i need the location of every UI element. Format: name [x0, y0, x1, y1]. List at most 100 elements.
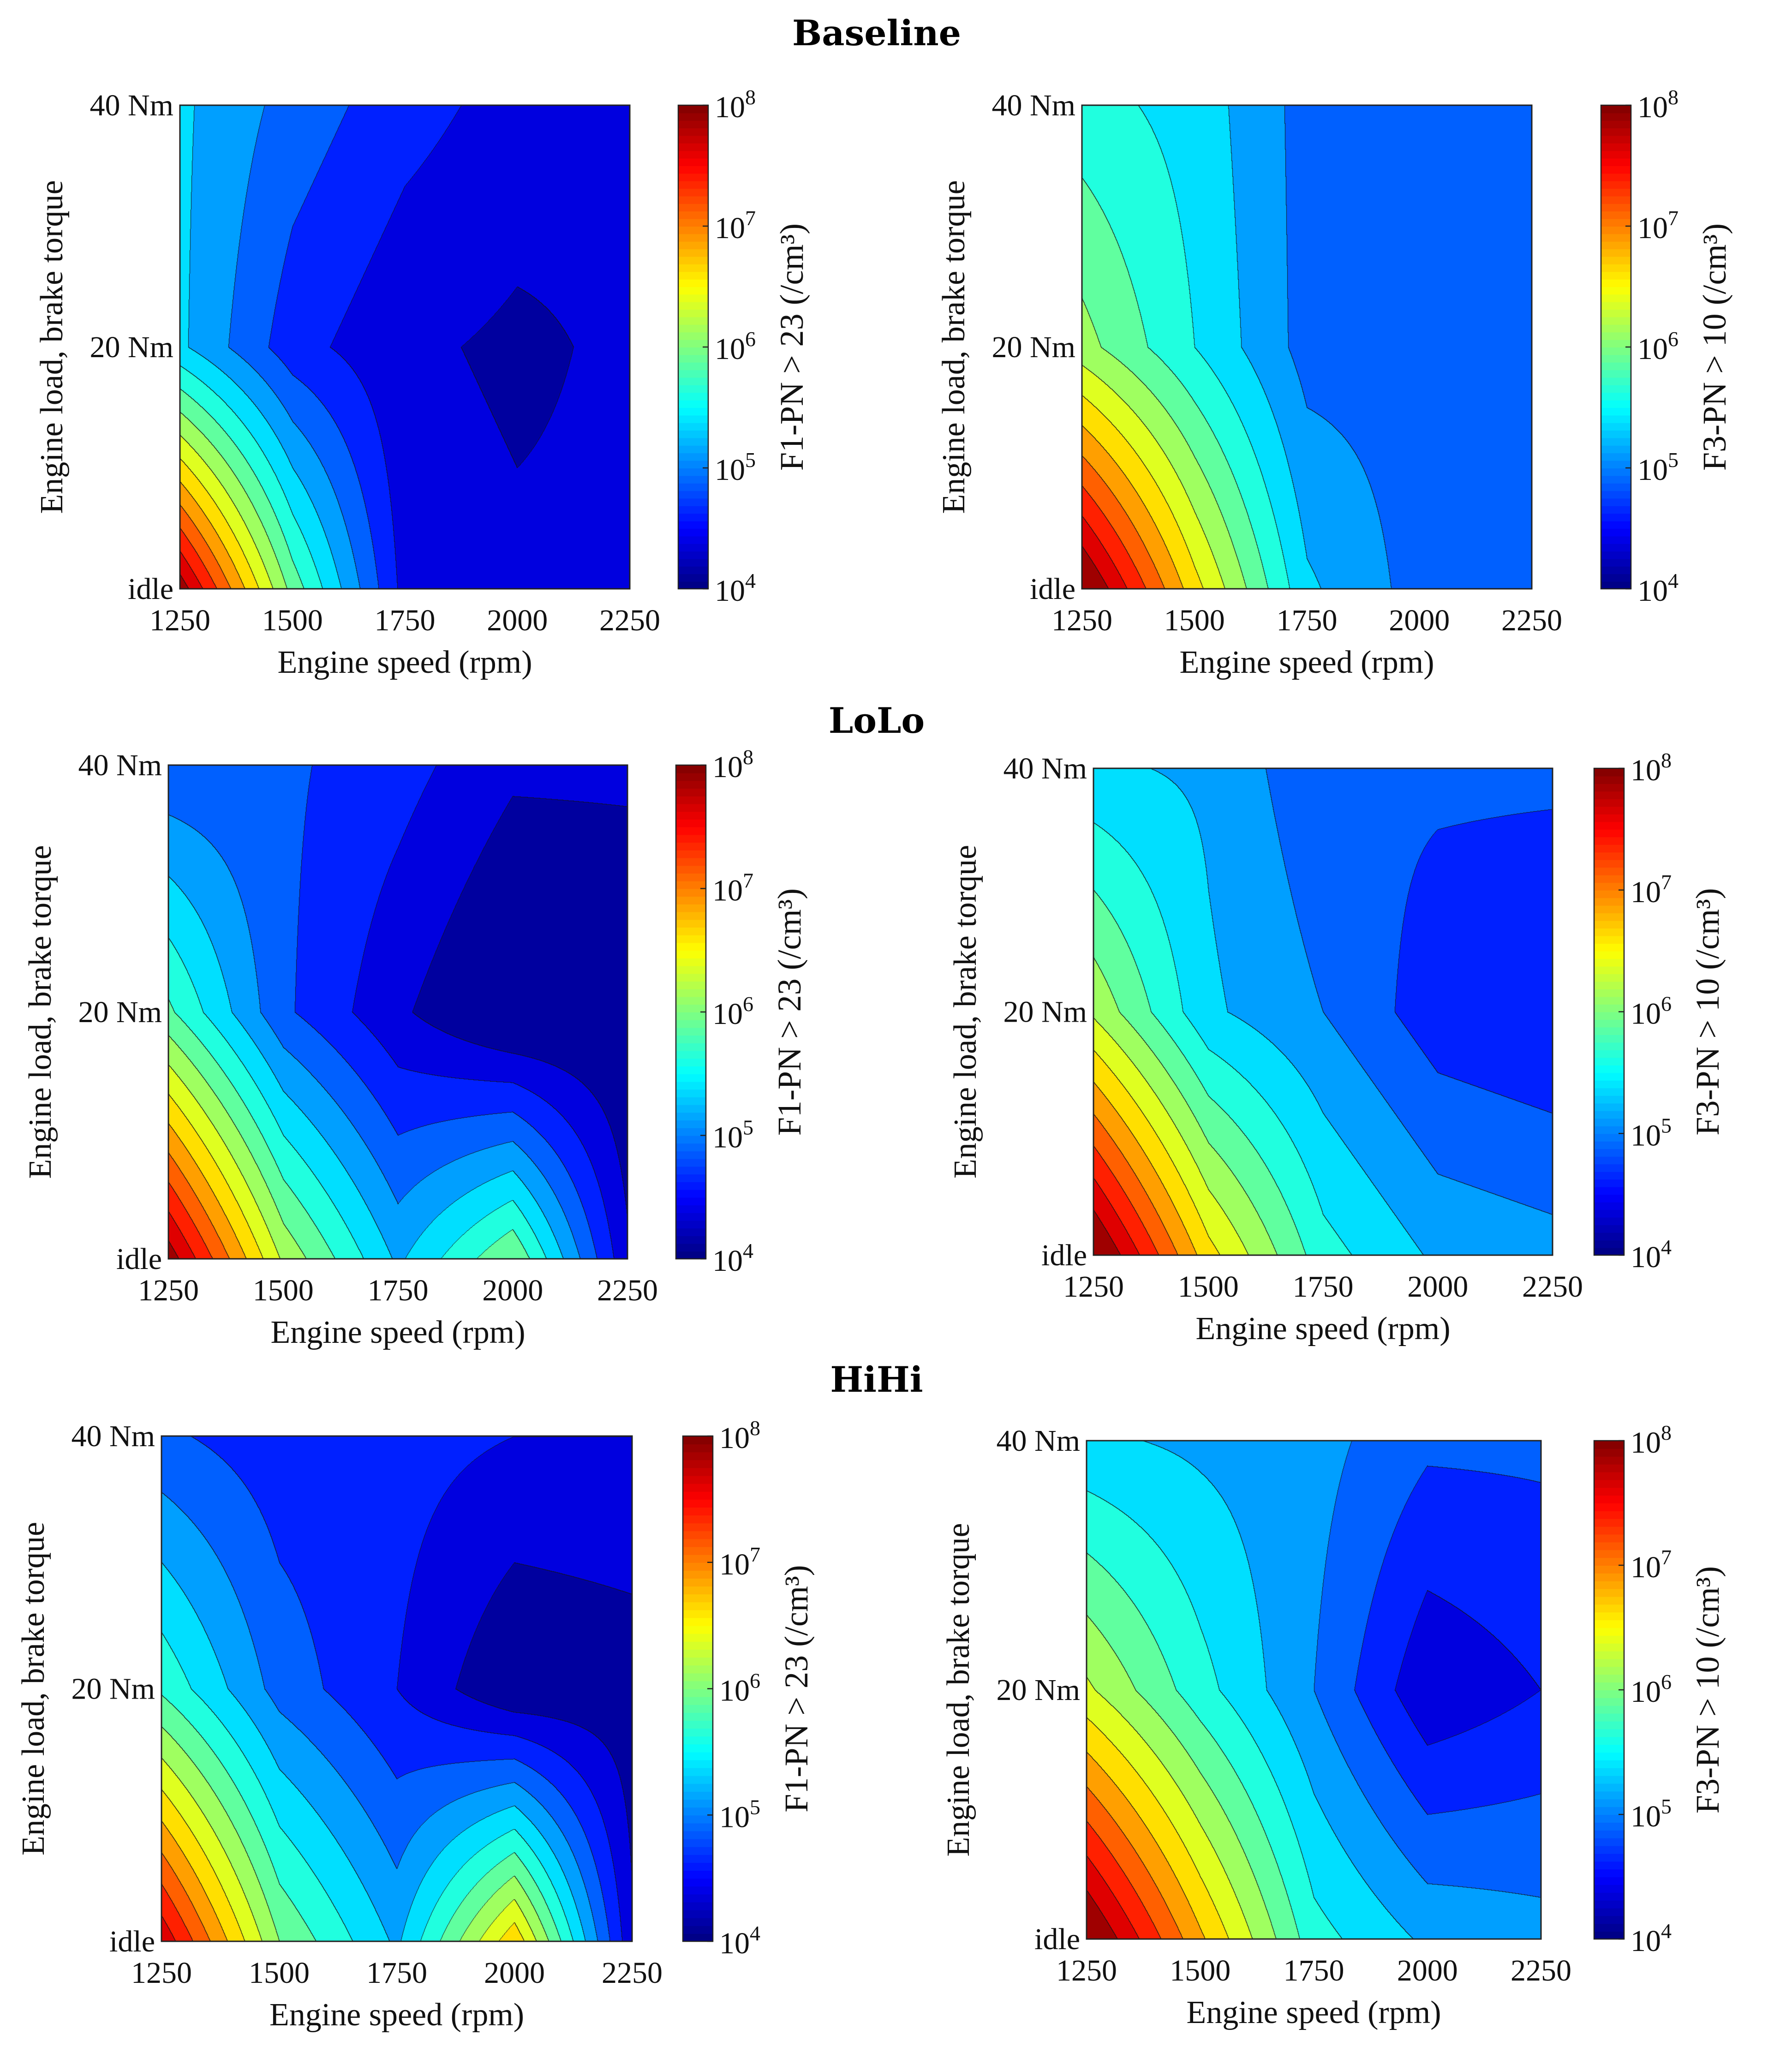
colorbar-tick-label: 105: [712, 1116, 753, 1155]
x-tick-label: 1500: [1164, 604, 1225, 637]
colorbar: 104 105 106 107 108 F1-PN > 23 (/cm³): [675, 745, 808, 1278]
contour-fill: [1082, 105, 1532, 589]
y-tick-label: 20 Nm: [1004, 995, 1087, 1029]
y-tick-label: 40 Nm: [997, 1424, 1081, 1458]
colorbar: 104 105 106 107 108 F1-PN > 23 (/cm³): [682, 1416, 815, 1960]
colorbar: 104 105 106 107 108 F3-PN > 10 (/cm³): [1593, 748, 1726, 1274]
x-tick-label: 2000: [1389, 604, 1450, 637]
colorbar-tick-label: 104: [1637, 569, 1679, 608]
x-tick-label: 1250: [1056, 1954, 1117, 1987]
y-axis-label: Engine load, brake torque: [948, 845, 983, 1179]
x-axis-label: Engine speed (rpm): [1195, 1311, 1450, 1347]
colorbar-tick-label: 104: [1631, 1235, 1672, 1274]
panel-1: 1250 1500 1750 2000 2250 idle 20 Nm 40 Nm Engine…: [34, 85, 810, 680]
colorbar-tick-label: 108: [1637, 85, 1679, 124]
colorbar-tick-label: 106: [715, 327, 756, 366]
plot-frame: [1086, 1440, 1542, 1940]
plot-frame: [1081, 104, 1533, 590]
row-titles: Baseline LoLo HiHi: [792, 12, 961, 1400]
colorbar-tick-label: 108: [712, 745, 753, 784]
contour-fill: [180, 105, 630, 589]
y-tick-label: idle: [1041, 1239, 1087, 1272]
y-tick-label: idle: [128, 572, 173, 606]
x-tick-label: 2250: [1501, 604, 1562, 637]
colorbar-tick-label: 107: [1631, 1545, 1672, 1584]
panel-3: 1250 1500 1750 2000 2250 idle 20 Nm 40 Nm Engine…: [23, 745, 808, 1350]
x-axis-label: Engine speed (rpm): [269, 1997, 524, 2033]
panel-5: 1250 1500 1750 2000 2250 idle 20 Nm 40 Nm Engine…: [16, 1416, 815, 2033]
colorbar-tick-label: 107: [1631, 870, 1672, 909]
y-tick-label: 40 Nm: [78, 748, 162, 782]
y-axis-label: Engine load, brake torque: [16, 1522, 51, 1855]
colorbar-tick-label: 106: [1631, 992, 1672, 1031]
row-title-hihi: HiHi: [830, 1359, 923, 1400]
panel-4: 1250 1500 1750 2000 2250 idle 20 Nm 40 Nm Engine…: [948, 748, 1726, 1347]
x-tick-label: 2250: [597, 1274, 658, 1307]
colorbar-tick-label: 105: [715, 448, 756, 487]
y-tick-label: 40 Nm: [1004, 752, 1087, 785]
x-tick-label: 1250: [131, 1956, 192, 1990]
y-tick-label: 20 Nm: [90, 330, 174, 364]
colorbar-tick-label: 106: [719, 1669, 760, 1708]
y-axis-label: Engine load, brake torque: [936, 180, 972, 514]
x-axis-label: Engine speed (rpm): [270, 1315, 525, 1350]
colorbar-tick-label: 107: [719, 1543, 760, 1581]
y-tick-label: 20 Nm: [992, 330, 1076, 364]
colorbar-tick-label: 108: [715, 85, 756, 124]
y-axis-label: Engine load, brake torque: [941, 1523, 976, 1856]
colorbar-label: F1-PN > 23 (/cm³): [778, 1565, 815, 1812]
contour-fill: [1087, 1441, 1541, 1939]
colorbar-tick-label: 108: [1631, 748, 1672, 787]
colorbar: 104 105 106 107 108 F3-PN > 10 (/cm³): [1593, 1421, 1726, 1958]
y-tick-label: idle: [1034, 1922, 1080, 1956]
colorbar-tick-label: 104: [715, 569, 756, 608]
colorbar-tick-label: 105: [719, 1795, 760, 1834]
x-tick-label: 2000: [482, 1274, 543, 1307]
y-tick-label: 40 Nm: [90, 89, 174, 122]
x-tick-label: 1750: [366, 1956, 427, 1990]
x-axis-label: Engine speed (rpm): [1186, 1995, 1441, 2030]
x-axis-label: Engine speed (rpm): [1179, 645, 1434, 680]
colorbar-tick-label: 105: [1631, 1113, 1672, 1152]
x-tick-label: 2000: [484, 1956, 545, 1990]
x-tick-label: 1750: [1284, 1954, 1344, 1987]
x-tick-label: 1250: [138, 1274, 199, 1307]
colorbar-tick-label: 106: [1631, 1670, 1672, 1709]
x-tick-label: 2250: [1522, 1270, 1583, 1304]
contour-panels: 1250 1500 1750 2000 2250 idle 20 Nm 40 Nm Engine…: [16, 85, 1733, 2033]
colorbar-tick-label: 104: [712, 1239, 753, 1278]
y-tick-label: 20 Nm: [997, 1673, 1081, 1707]
colorbar: 104 105 106 107 108 F1-PN > 23 (/cm³): [677, 85, 810, 608]
colorbar-tick-label: 107: [715, 206, 756, 245]
x-tick-label: 1500: [262, 604, 323, 637]
y-axis-label: Engine load, brake torque: [23, 845, 58, 1179]
contour-fill: [161, 1436, 632, 1941]
colorbar-tick-label: 105: [1631, 1795, 1672, 1833]
colorbar-label: F3-PN > 10 (/cm³): [1689, 1566, 1726, 1814]
colorbar-tick-label: 106: [1637, 327, 1679, 366]
x-tick-label: 2250: [599, 604, 660, 637]
y-tick-label: 40 Nm: [72, 1419, 155, 1453]
colorbar: 104 105 106 107 108 F3-PN > 10 (/cm³): [1600, 85, 1733, 608]
x-axis-label: Engine speed (rpm): [277, 645, 532, 680]
y-axis-label: Engine load, brake torque: [34, 180, 70, 514]
colorbar-tick-label: 107: [1637, 206, 1679, 245]
y-tick-label: idle: [116, 1242, 162, 1276]
colorbar-tick-label: 104: [719, 1921, 760, 1960]
x-tick-label: 2000: [1397, 1954, 1458, 1987]
colorbar-label: F3-PN > 10 (/cm³): [1689, 888, 1726, 1135]
x-tick-label: 1750: [1293, 1270, 1354, 1304]
colorbar-label: F1-PN > 23 (/cm³): [773, 223, 810, 471]
x-tick-label: 1750: [368, 1274, 429, 1307]
y-tick-label: idle: [1030, 572, 1075, 606]
plot-frame: [1093, 767, 1553, 1256]
x-tick-label: 2000: [1407, 1270, 1468, 1304]
colorbar-label: F1-PN > 23 (/cm³): [771, 888, 808, 1136]
x-tick-label: 1750: [375, 604, 436, 637]
y-tick-label: 40 Nm: [992, 89, 1076, 122]
x-tick-label: 1500: [249, 1956, 310, 1990]
row-title-baseline: Baseline: [792, 12, 961, 54]
panel-2: 1250 1500 1750 2000 2250 idle 20 Nm 40 Nm Engine…: [936, 85, 1733, 680]
contour-fill: [1093, 768, 1553, 1255]
y-tick-label: 20 Nm: [72, 1672, 155, 1706]
